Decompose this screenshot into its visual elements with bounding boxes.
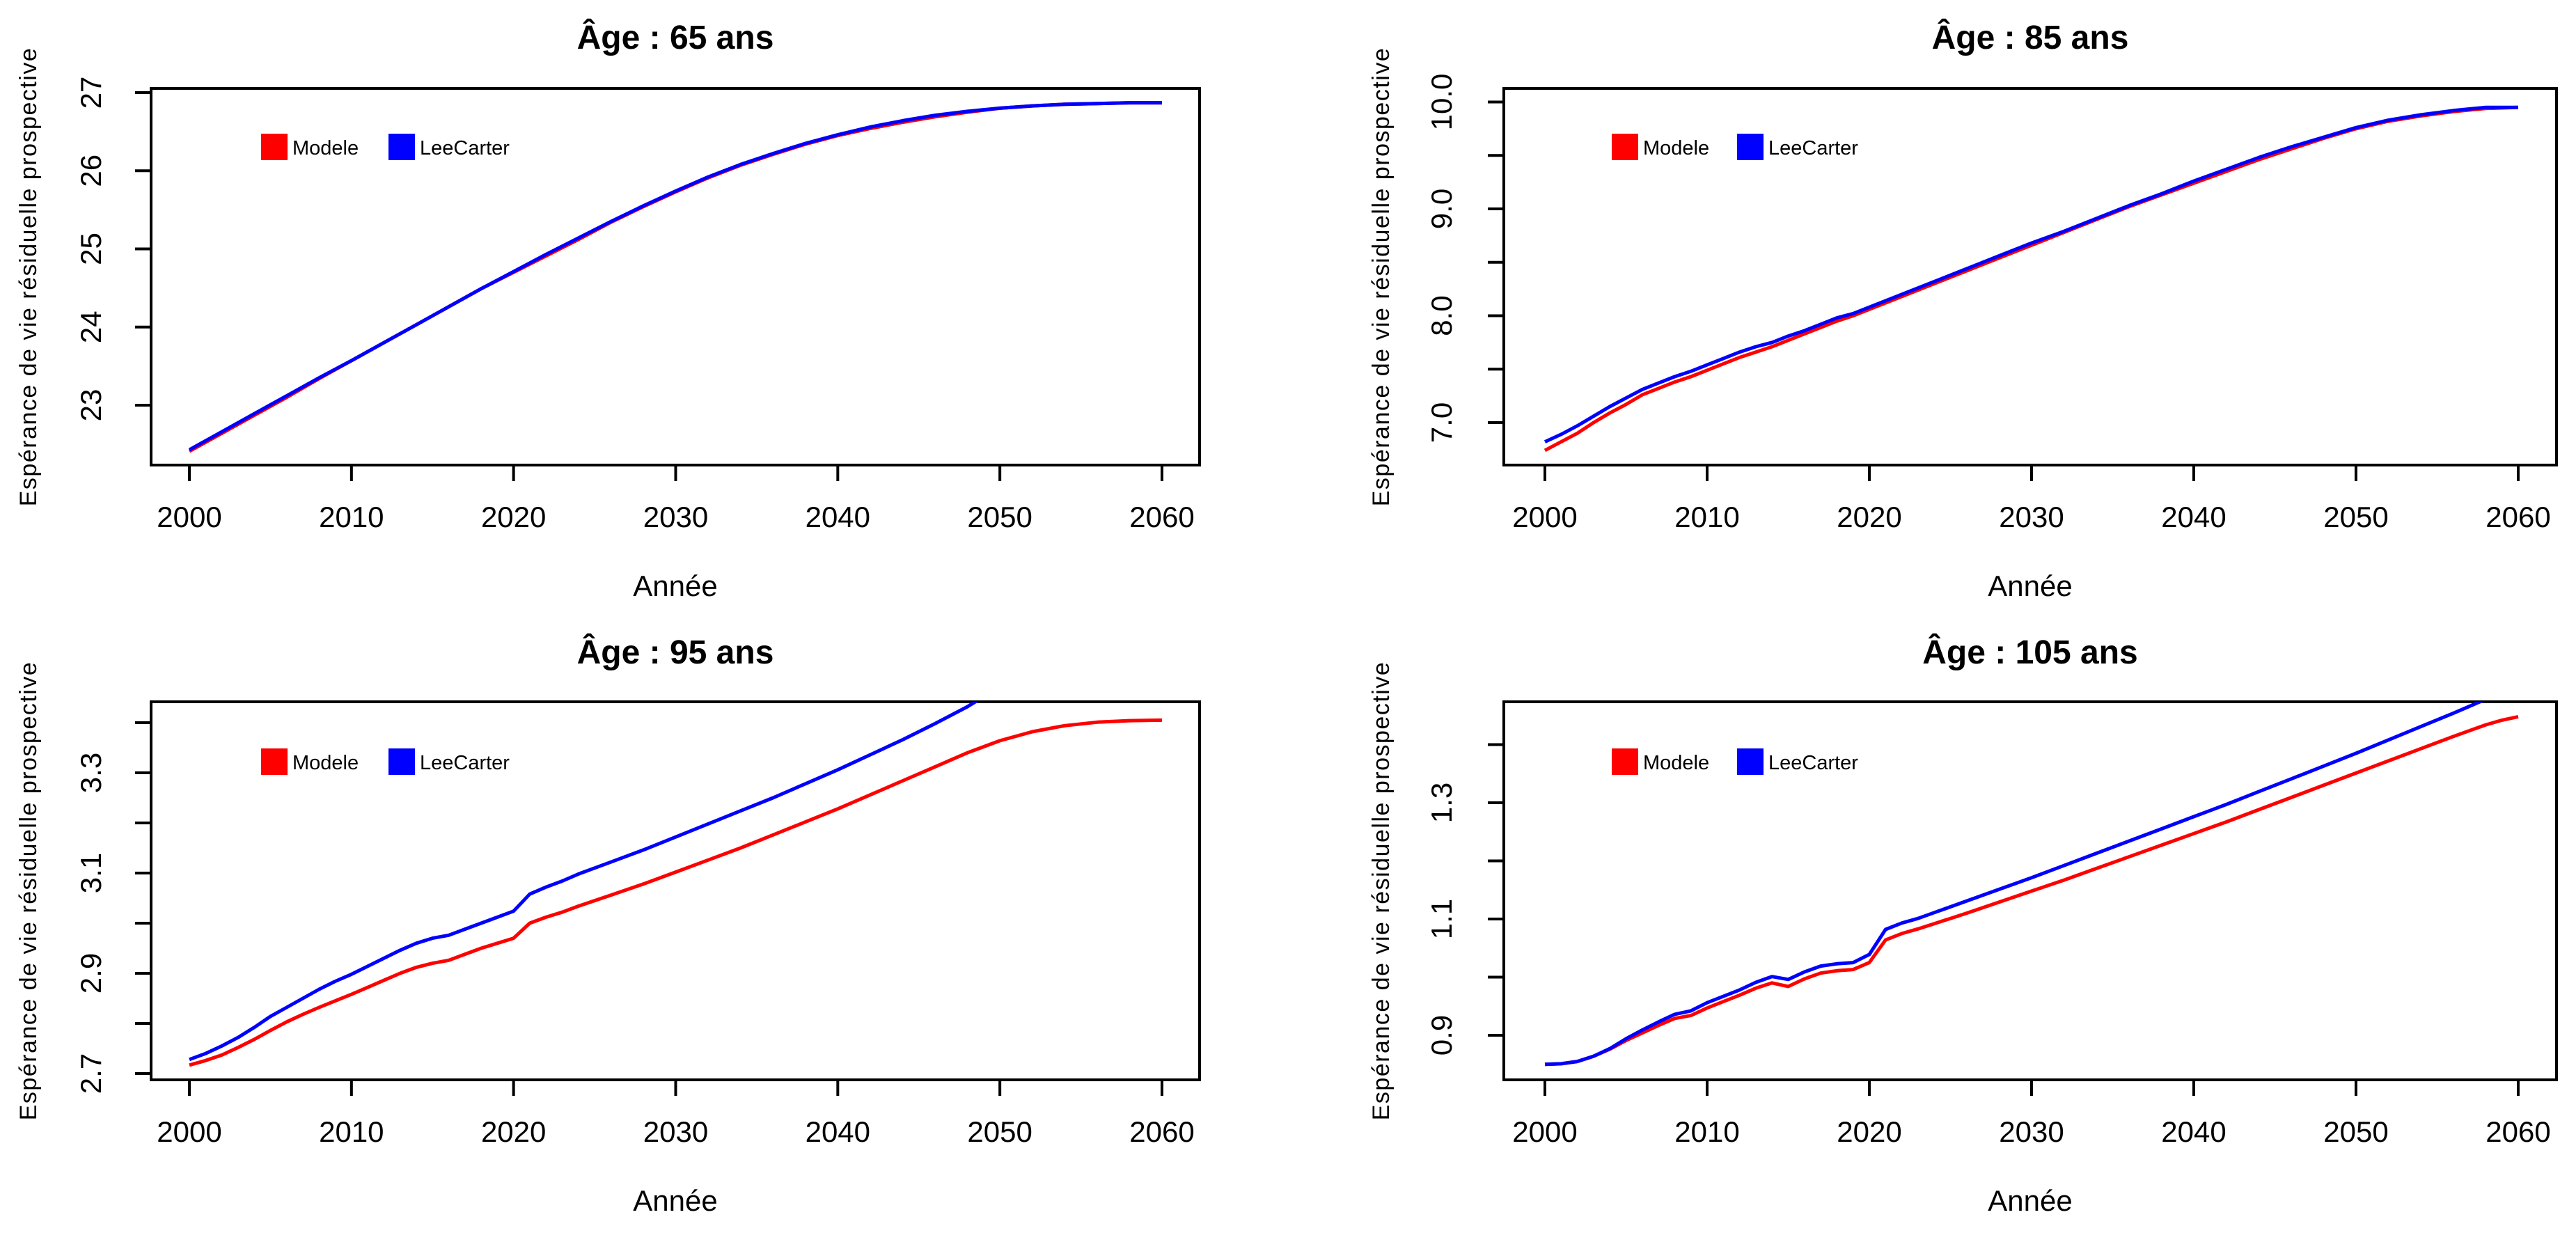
legend-label-modele: Modele — [292, 137, 359, 159]
curves — [188, 101, 1162, 453]
x-tick-label: 2060 — [2485, 501, 2550, 533]
y-tick-label: 25 — [74, 233, 107, 265]
x-tick-label: 2030 — [643, 1115, 708, 1148]
x-tick-label: 2040 — [2161, 501, 2226, 533]
x-tick-label: 2050 — [2323, 1115, 2388, 1148]
y-tick-label: 3.1 — [74, 853, 107, 893]
x-tick-label: 2050 — [967, 1115, 1032, 1148]
x-tick-label: 2000 — [1512, 1115, 1577, 1148]
panel-title: Âge : 85 ans — [1932, 18, 2129, 56]
y-tick-label: 7.0 — [1425, 402, 1458, 443]
x-tick-label: 2040 — [806, 501, 870, 533]
x-tick-label: 2010 — [1674, 1115, 1739, 1148]
y-tick-label: 27 — [74, 77, 107, 109]
legend-label-leecarter: LeeCarter — [1768, 752, 1858, 774]
x-tick-label: 2010 — [1674, 501, 1739, 533]
x-tick-label: 2060 — [1129, 1115, 1194, 1148]
legend-swatch-modele — [1612, 134, 1638, 160]
y-tick-label: 1.3 — [1425, 783, 1458, 823]
x-tick-label: 2000 — [157, 501, 221, 533]
legend-swatch-modele — [1612, 748, 1638, 775]
x-axis-label: Année — [1988, 1184, 2072, 1217]
x-tick-label: 2030 — [1999, 501, 2064, 533]
x-tick-label: 2030 — [643, 501, 708, 533]
legend-swatch-leecarter — [388, 134, 415, 160]
x-tick-label: 2040 — [806, 1115, 870, 1148]
legend-label-leecarter: LeeCarter — [420, 752, 510, 774]
panel-age-105: Âge : 105 ans 2000 2010 2020 2030 2040 2050 206… — [1368, 633, 2558, 1217]
x-tick-label: 2030 — [1999, 1115, 2064, 1148]
panel-age-65: Âge : 65 ans 2000 2010 2020 2030 2040 2050 2060… — [15, 18, 1201, 602]
x-tick-label: 2050 — [967, 501, 1032, 533]
legend-label-modele: Modele — [292, 752, 359, 774]
y-tick-label: 23 — [74, 389, 107, 422]
x-tick-label: 2010 — [319, 1115, 384, 1148]
legend-swatch-modele — [261, 748, 288, 775]
y-tick-label: 10.0 — [1425, 74, 1458, 131]
y-tick-label: 0.9 — [1425, 1015, 1458, 1055]
y-tick-label: 2.9 — [74, 953, 107, 994]
x-tick-label: 2000 — [157, 1115, 221, 1148]
x-tick-label: 2000 — [1512, 501, 1577, 533]
modele-curve — [1544, 714, 2519, 1067]
y-tick-label: 8.0 — [1425, 295, 1458, 336]
legend-swatch-leecarter — [388, 748, 415, 775]
leecarter-curve — [1544, 702, 2485, 1067]
panel-title: Âge : 65 ans — [577, 18, 774, 56]
legend: Modele LeeCarter — [261, 748, 510, 775]
legend: Modele LeeCarter — [261, 134, 510, 160]
y-tick-label: 26 — [74, 155, 107, 187]
x-axis-label: Année — [633, 570, 717, 602]
legend-label-leecarter: LeeCarter — [420, 137, 510, 159]
curves — [1544, 702, 2519, 1067]
x-tick-label: 2010 — [319, 501, 384, 533]
x-tick-label: 2020 — [481, 501, 546, 533]
y-tick-label: 1.1 — [1425, 899, 1458, 939]
x-tick-label: 2050 — [2323, 501, 2388, 533]
y-tick-label: 24 — [74, 311, 107, 343]
legend: Modele LeeCarter — [1612, 134, 1858, 160]
legend-swatch-leecarter — [1737, 134, 1764, 160]
legend-label-modele: Modele — [1643, 137, 1709, 159]
x-axis-label: Année — [633, 1184, 717, 1217]
legend-swatch-leecarter — [1737, 748, 1764, 775]
y-axis-label: Espérance de vie résiduelle prospective — [1368, 47, 1395, 507]
x-tick-label: 2020 — [1837, 1115, 1901, 1148]
x-tick-label: 2020 — [481, 1115, 546, 1148]
panel-title: Âge : 105 ans — [1922, 633, 2137, 671]
y-tick-label: 9.0 — [1425, 189, 1458, 229]
y-axis-label: Espérance de vie résiduelle prospective — [15, 47, 42, 507]
leecarter-curve — [189, 702, 979, 1062]
leecarter-curve — [1544, 105, 2518, 443]
leecarter-curve — [188, 101, 1162, 452]
legend: Modele LeeCarter — [1612, 748, 1858, 775]
y-axis-label: Espérance de vie résiduelle prospective — [15, 661, 42, 1121]
legend-label-modele: Modele — [1643, 752, 1709, 774]
panel-age-95: Âge : 95 ans 2000 2010 2020 2030 2040 2050 2060… — [15, 633, 1201, 1217]
panel-title: Âge : 95 ans — [577, 633, 774, 671]
x-tick-label: 2060 — [1129, 501, 1194, 533]
modele-curve — [189, 718, 1163, 1067]
x-tick-label: 2020 — [1837, 501, 1901, 533]
curves — [1544, 105, 2519, 453]
y-tick-label: 3.3 — [74, 753, 107, 793]
x-axis-label: Année — [1988, 570, 2072, 602]
legend-swatch-modele — [261, 134, 288, 160]
x-tick-label: 2040 — [2161, 1115, 2226, 1148]
legend-label-leecarter: LeeCarter — [1768, 137, 1858, 159]
x-tick-label: 2060 — [2485, 1115, 2550, 1148]
panel-age-85: Âge : 85 ans 2000 2010 2020 2030 2040 2050 2060… — [1368, 18, 2558, 602]
curves — [189, 702, 1163, 1067]
y-axis-label: Espérance de vie résiduelle prospective — [1368, 661, 1395, 1121]
y-tick-label: 2.7 — [74, 1053, 107, 1094]
